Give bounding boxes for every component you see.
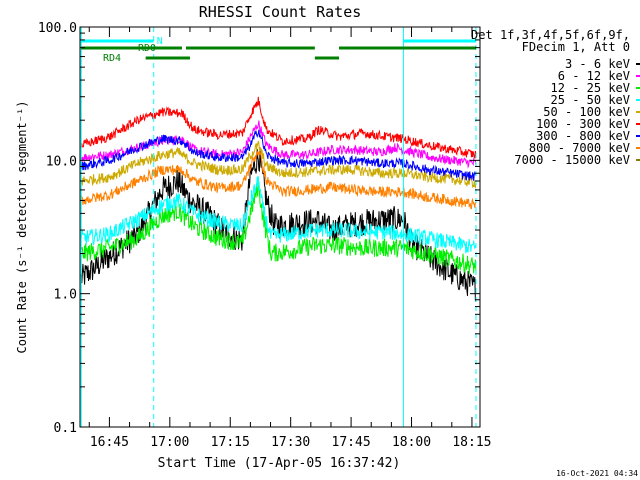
legend-header-line-2: FDecim 1, Att 0	[522, 40, 630, 54]
x-tick-label: 17:15	[211, 435, 250, 450]
series-line	[80, 129, 477, 181]
y-tick-label: 100.0	[38, 21, 77, 36]
state-label-rd0: RD0	[138, 43, 156, 54]
legend-entry: 25 - 50 keV	[551, 93, 630, 107]
chart-title: RHESSI Count Rates	[199, 3, 362, 21]
x-tick-label: 17:45	[332, 435, 371, 450]
y-tick-label: 1.0	[54, 288, 77, 303]
x-tick-label: 18:15	[452, 435, 491, 450]
legend-entry: 100 - 300 keV	[536, 117, 630, 131]
series-line	[80, 140, 477, 189]
x-tick-label: 17:00	[150, 435, 189, 450]
state-label-rd4: RD4	[103, 53, 121, 64]
plot-frame	[79, 26, 481, 428]
legend-entry: 3 - 6 keV	[565, 57, 630, 71]
x-axis: 16:45 17:00 17:15 17:30 17:45 18:00 18:15	[88, 27, 492, 450]
legend-entry: 12 - 25 keV	[551, 81, 630, 95]
series-line	[80, 150, 477, 210]
generation-timestamp: 16-Oct-2021 04:34	[556, 469, 638, 478]
legend-entry: 7000 - 15000 keV	[514, 153, 630, 167]
legend-entry: 300 - 800 keV	[536, 129, 630, 143]
y-tick-label: 0.1	[54, 421, 77, 436]
legend: Det 1f,3f,4f,5f,6f,9f, FDecim 1, Att 0 3…	[471, 28, 640, 167]
legend-entry: 800 - 7000 keV	[529, 141, 630, 155]
y-tick-label: 10.0	[46, 154, 77, 169]
data-layer	[80, 96, 477, 302]
series-line	[80, 148, 477, 302]
y-axis-label: Count Rate (s⁻¹ detector segment⁻¹)	[15, 101, 29, 354]
x-axis-label: Start Time (17-Apr-05 16:37:42)	[158, 456, 401, 471]
legend-entry: 50 - 100 keV	[543, 105, 630, 119]
state-label-n: N	[157, 36, 163, 47]
y-axis: 0.1 1.0 10.0 100.0	[38, 21, 480, 436]
legend-header-line-1: Det 1f,3f,4f,5f,6f,9f,	[471, 28, 630, 42]
series-line	[80, 176, 477, 254]
series-line	[80, 182, 477, 274]
x-tick-label: 16:45	[90, 435, 129, 450]
vertical-markers	[80, 27, 477, 427]
legend-entry: 6 - 12 keV	[558, 69, 630, 83]
x-tick-label: 17:30	[271, 435, 310, 450]
x-tick-label: 18:00	[392, 435, 431, 450]
series-line	[80, 96, 477, 160]
